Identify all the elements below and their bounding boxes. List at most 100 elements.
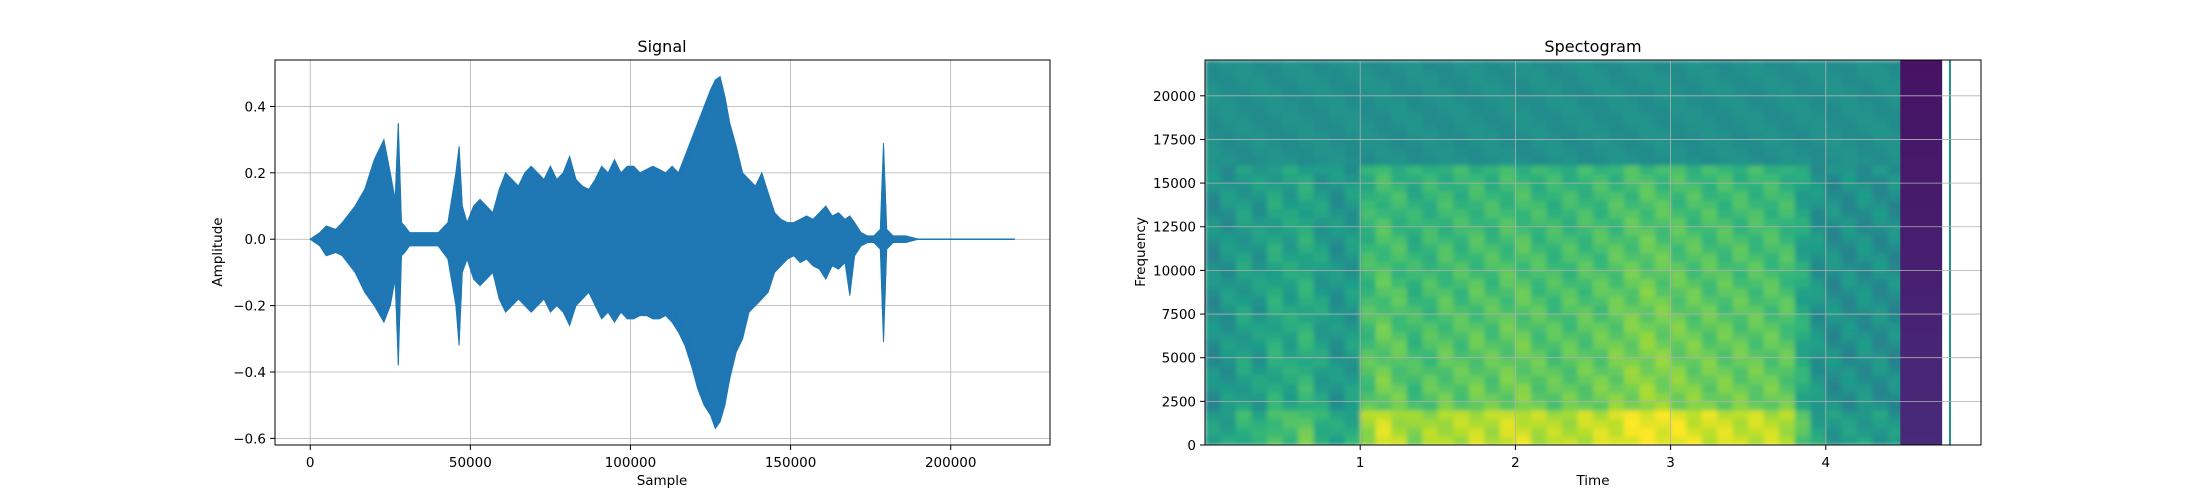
spectrogram-cell	[1437, 243, 1454, 254]
spectrogram-cell	[1484, 121, 1501, 131]
spectrogram-cell	[1841, 103, 1858, 114]
spectrogram-cell	[1267, 305, 1284, 315]
spectrogram-cell	[1763, 86, 1780, 96]
spectrogram-cell	[1313, 296, 1330, 306]
spectrogram-cell	[1220, 331, 1237, 341]
spectrogram-cell	[1251, 103, 1268, 114]
spectrogram-cell	[1701, 322, 1718, 332]
spectrogram-cell	[1577, 322, 1594, 332]
spectrogram-cell	[1391, 392, 1408, 402]
spectrogram-cell	[1655, 331, 1672, 341]
spectrogram-cell	[1670, 130, 1687, 140]
spectrogram-cell	[1701, 436, 1718, 445]
spectrogram-cell	[1872, 340, 1889, 350]
spectrogram-cell	[1748, 200, 1765, 210]
spectrogram-cell	[1437, 427, 1454, 437]
signal-x-tick-label: 50000	[449, 455, 492, 471]
spectrogram-cell	[1251, 278, 1268, 289]
spectrogram-cell	[1732, 436, 1749, 445]
spectrogram-cell	[1577, 278, 1594, 289]
spectrogram-cell	[1732, 340, 1749, 350]
spectrogram-cell	[1686, 348, 1703, 359]
spectrogram-cell	[1499, 392, 1516, 402]
spectrogram-cell	[1856, 191, 1873, 201]
signal-y-tick-label: 0.0	[245, 232, 266, 248]
spectrogram-cell	[1810, 121, 1827, 131]
spectrogram-cell	[1205, 296, 1222, 306]
spectrogram-cell	[1562, 322, 1579, 332]
spectrogram-cell	[1655, 200, 1672, 210]
spectrogram-cell	[1655, 156, 1672, 166]
spectrogram-cell	[1887, 138, 1904, 149]
spectrogram-cell	[1344, 243, 1361, 254]
spectrogram-cell	[1810, 182, 1827, 192]
spectrogram-cell	[1779, 270, 1796, 280]
spectrogram-cell	[1499, 261, 1516, 271]
spectrogram-cell	[1655, 86, 1672, 96]
spectrogram-cell	[1530, 401, 1547, 411]
spectrogram-cell	[1701, 410, 1718, 420]
spectrogram-cell	[1856, 200, 1873, 210]
spectrogram-cell	[1422, 287, 1439, 297]
spectrogram-cell	[1655, 130, 1672, 140]
spectrogram-cell	[1530, 287, 1547, 297]
spectrogram-cell	[1251, 86, 1268, 96]
spectrogram-cell	[1360, 95, 1377, 105]
spectrogram-cell	[1344, 182, 1361, 192]
spectrogram-cell	[1220, 138, 1237, 149]
spectrogram-cell	[1298, 418, 1315, 429]
spectrogram-cell	[1484, 401, 1501, 411]
signal-x-tick-label: 0	[306, 455, 315, 471]
spectrogram-cell	[1267, 60, 1284, 70]
spectrogram-cell	[1732, 392, 1749, 402]
spectrogram-cell	[1282, 261, 1299, 271]
spectrogram-cell	[1236, 138, 1253, 149]
spectrogram-cell	[1406, 208, 1423, 219]
spectrogram-cell	[1841, 261, 1858, 271]
spectrogram-cell	[1670, 235, 1687, 245]
spectrogram-cell	[1639, 147, 1656, 157]
spectrogram-cell	[1670, 366, 1687, 376]
spectrogram-cell	[1856, 348, 1873, 359]
spectrogram-cell	[1267, 235, 1284, 245]
spectrogram-cell	[1406, 340, 1423, 350]
spectrogram-cell	[1406, 68, 1423, 79]
spectrogram-cell	[1717, 427, 1734, 437]
spectrogram-cell	[1422, 112, 1439, 122]
spectrogram-cell	[1298, 86, 1315, 96]
spectrogram-cell	[1670, 182, 1687, 192]
spectrogram-cell	[1344, 191, 1361, 201]
spectrogram-cell	[1639, 121, 1656, 131]
spectrogram-cell	[1453, 322, 1470, 332]
spectrogram-cell	[1701, 401, 1718, 411]
spectrogram-silence-cell	[1900, 392, 1943, 402]
spectrogram-cell	[1515, 436, 1532, 445]
spectrogram-cell	[1748, 261, 1765, 271]
spectrogram-cell	[1608, 86, 1625, 96]
spectrogram-cell	[1686, 121, 1703, 131]
spectrogram-cell	[1251, 208, 1268, 219]
spectrogram-cell	[1515, 165, 1532, 175]
spectrogram-cell	[1577, 418, 1594, 429]
spectrogram-cell	[1887, 60, 1904, 70]
spectrogram-cell	[1267, 208, 1284, 219]
spectrogram-cell	[1748, 357, 1765, 367]
spectrogram-cell	[1748, 173, 1765, 184]
spectrogram-cell	[1375, 392, 1392, 402]
spectrogram-cell	[1608, 112, 1625, 122]
spectrogram-cell	[1593, 86, 1610, 96]
spectrogram-cell	[1375, 112, 1392, 122]
spectrogram-cell	[1205, 305, 1222, 315]
spectrogram-cell	[1530, 252, 1547, 262]
spectrogram-cell	[1593, 243, 1610, 254]
spectrogram-cell	[1205, 217, 1222, 227]
spectrogram-cell	[1251, 348, 1268, 359]
spectrogram-cell	[1313, 401, 1330, 411]
spectrogram-cell	[1686, 436, 1703, 445]
spectrogram-cell	[1872, 410, 1889, 420]
spectrogram-cell	[1825, 357, 1842, 367]
spectrogram-cell	[1251, 270, 1268, 280]
spectrogram-cell	[1205, 130, 1222, 140]
spectrogram-cell	[1655, 226, 1672, 236]
spectrogram-cell	[1298, 243, 1315, 254]
